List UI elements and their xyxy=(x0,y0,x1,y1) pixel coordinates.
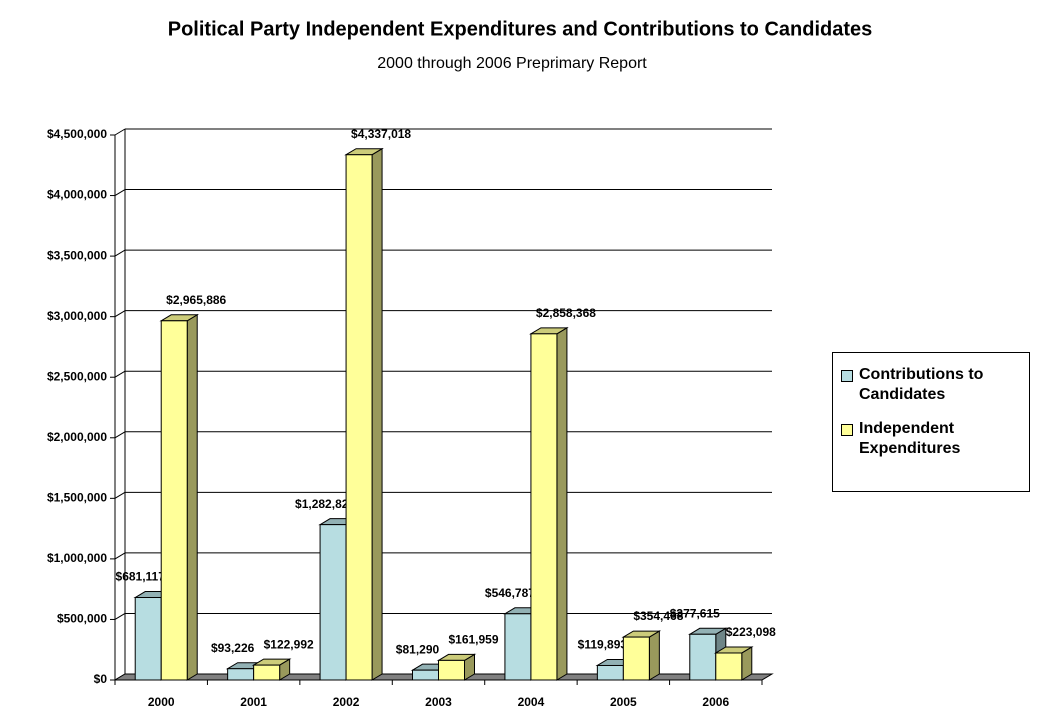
legend-swatch xyxy=(841,424,853,436)
grid-diag xyxy=(114,613,126,620)
bar-3d xyxy=(159,313,200,681)
bar xyxy=(345,154,373,681)
data-label: $161,959 xyxy=(448,633,498,647)
bar xyxy=(504,613,532,681)
legend-item: Independent Expenditures xyxy=(841,419,1021,459)
y-tick-label: $500,000 xyxy=(57,612,107,626)
bar xyxy=(253,664,281,681)
data-label: $681,117 xyxy=(116,570,166,584)
x-tick-label: 2005 xyxy=(610,695,637,709)
legend-item: Contributions to Candidates xyxy=(841,365,1021,405)
bar-3d xyxy=(713,646,754,681)
bar-3d xyxy=(344,147,384,681)
data-label: $546,787 xyxy=(485,586,535,600)
grid-diag xyxy=(114,431,126,439)
chart-title: Political Party Independent Expenditures… xyxy=(168,18,873,40)
data-label: $81,290 xyxy=(396,642,440,656)
data-label: $1,282,829 xyxy=(295,497,355,511)
x-tick-label: 2006 xyxy=(702,695,729,709)
legend-label: Contributions to Candidates xyxy=(859,366,984,403)
bar-3d xyxy=(436,653,477,681)
bar xyxy=(227,668,255,681)
legend: Contributions to Candidates Independent E… xyxy=(832,352,1030,492)
x-tick-label: 2004 xyxy=(518,695,545,709)
bar xyxy=(160,320,188,681)
data-label: $377,615 xyxy=(670,606,720,620)
grid-diag xyxy=(114,491,126,499)
bar-side xyxy=(556,326,568,681)
bar-side xyxy=(648,630,660,681)
data-label: $223,098 xyxy=(726,625,776,639)
bar xyxy=(530,333,558,681)
grid-diag xyxy=(114,189,126,196)
bar-3d xyxy=(251,658,292,681)
bar-3d xyxy=(529,326,569,681)
data-label: $119,893 xyxy=(578,638,628,652)
bar xyxy=(596,664,624,681)
y-tick-label: $4,500,000 xyxy=(47,127,107,141)
bar xyxy=(689,633,717,681)
x-tick-label: 2002 xyxy=(333,695,360,709)
bar xyxy=(438,659,465,681)
y-tick-label: $0 xyxy=(94,672,108,686)
grid-diag xyxy=(114,370,126,378)
bar xyxy=(715,652,743,681)
grid-diag xyxy=(114,552,126,560)
legend-swatch xyxy=(841,370,853,382)
data-label: $2,858,368 xyxy=(536,306,596,320)
x-tick-label: 2001 xyxy=(240,695,267,709)
bar-side xyxy=(186,313,198,681)
data-label: $2,965,886 xyxy=(166,293,226,307)
data-label: $4,337,018 xyxy=(351,127,411,141)
y-tick-label: $1,500,000 xyxy=(47,491,107,505)
x-tick-label: 2000 xyxy=(148,695,175,709)
bar-side xyxy=(371,147,383,681)
y-tick-label: $2,500,000 xyxy=(47,369,107,383)
y-tick-label: $2,000,000 xyxy=(47,430,107,444)
grid-diag xyxy=(114,128,126,136)
bar xyxy=(319,524,347,681)
legend-label: Independent Expenditures xyxy=(859,420,961,457)
y-tick-label: $3,000,000 xyxy=(47,309,107,323)
data-label: $122,992 xyxy=(264,637,314,651)
bar-3d xyxy=(621,630,662,681)
grid-diag xyxy=(114,310,126,318)
bar xyxy=(622,636,650,681)
bar xyxy=(134,597,162,681)
y-tick-label: $3,500,000 xyxy=(47,248,107,262)
chart-subtitle: 2000 through 2006 Preprimary Report xyxy=(377,55,647,72)
data-label: $354,468 xyxy=(633,609,683,623)
x-tick-label: 2003 xyxy=(425,695,452,709)
y-tick-label: $4,000,000 xyxy=(47,188,107,202)
data-label: $93,226 xyxy=(211,641,255,655)
grid-diag xyxy=(114,249,126,257)
y-tick-label: $1,000,000 xyxy=(47,551,107,565)
bar xyxy=(412,669,439,681)
